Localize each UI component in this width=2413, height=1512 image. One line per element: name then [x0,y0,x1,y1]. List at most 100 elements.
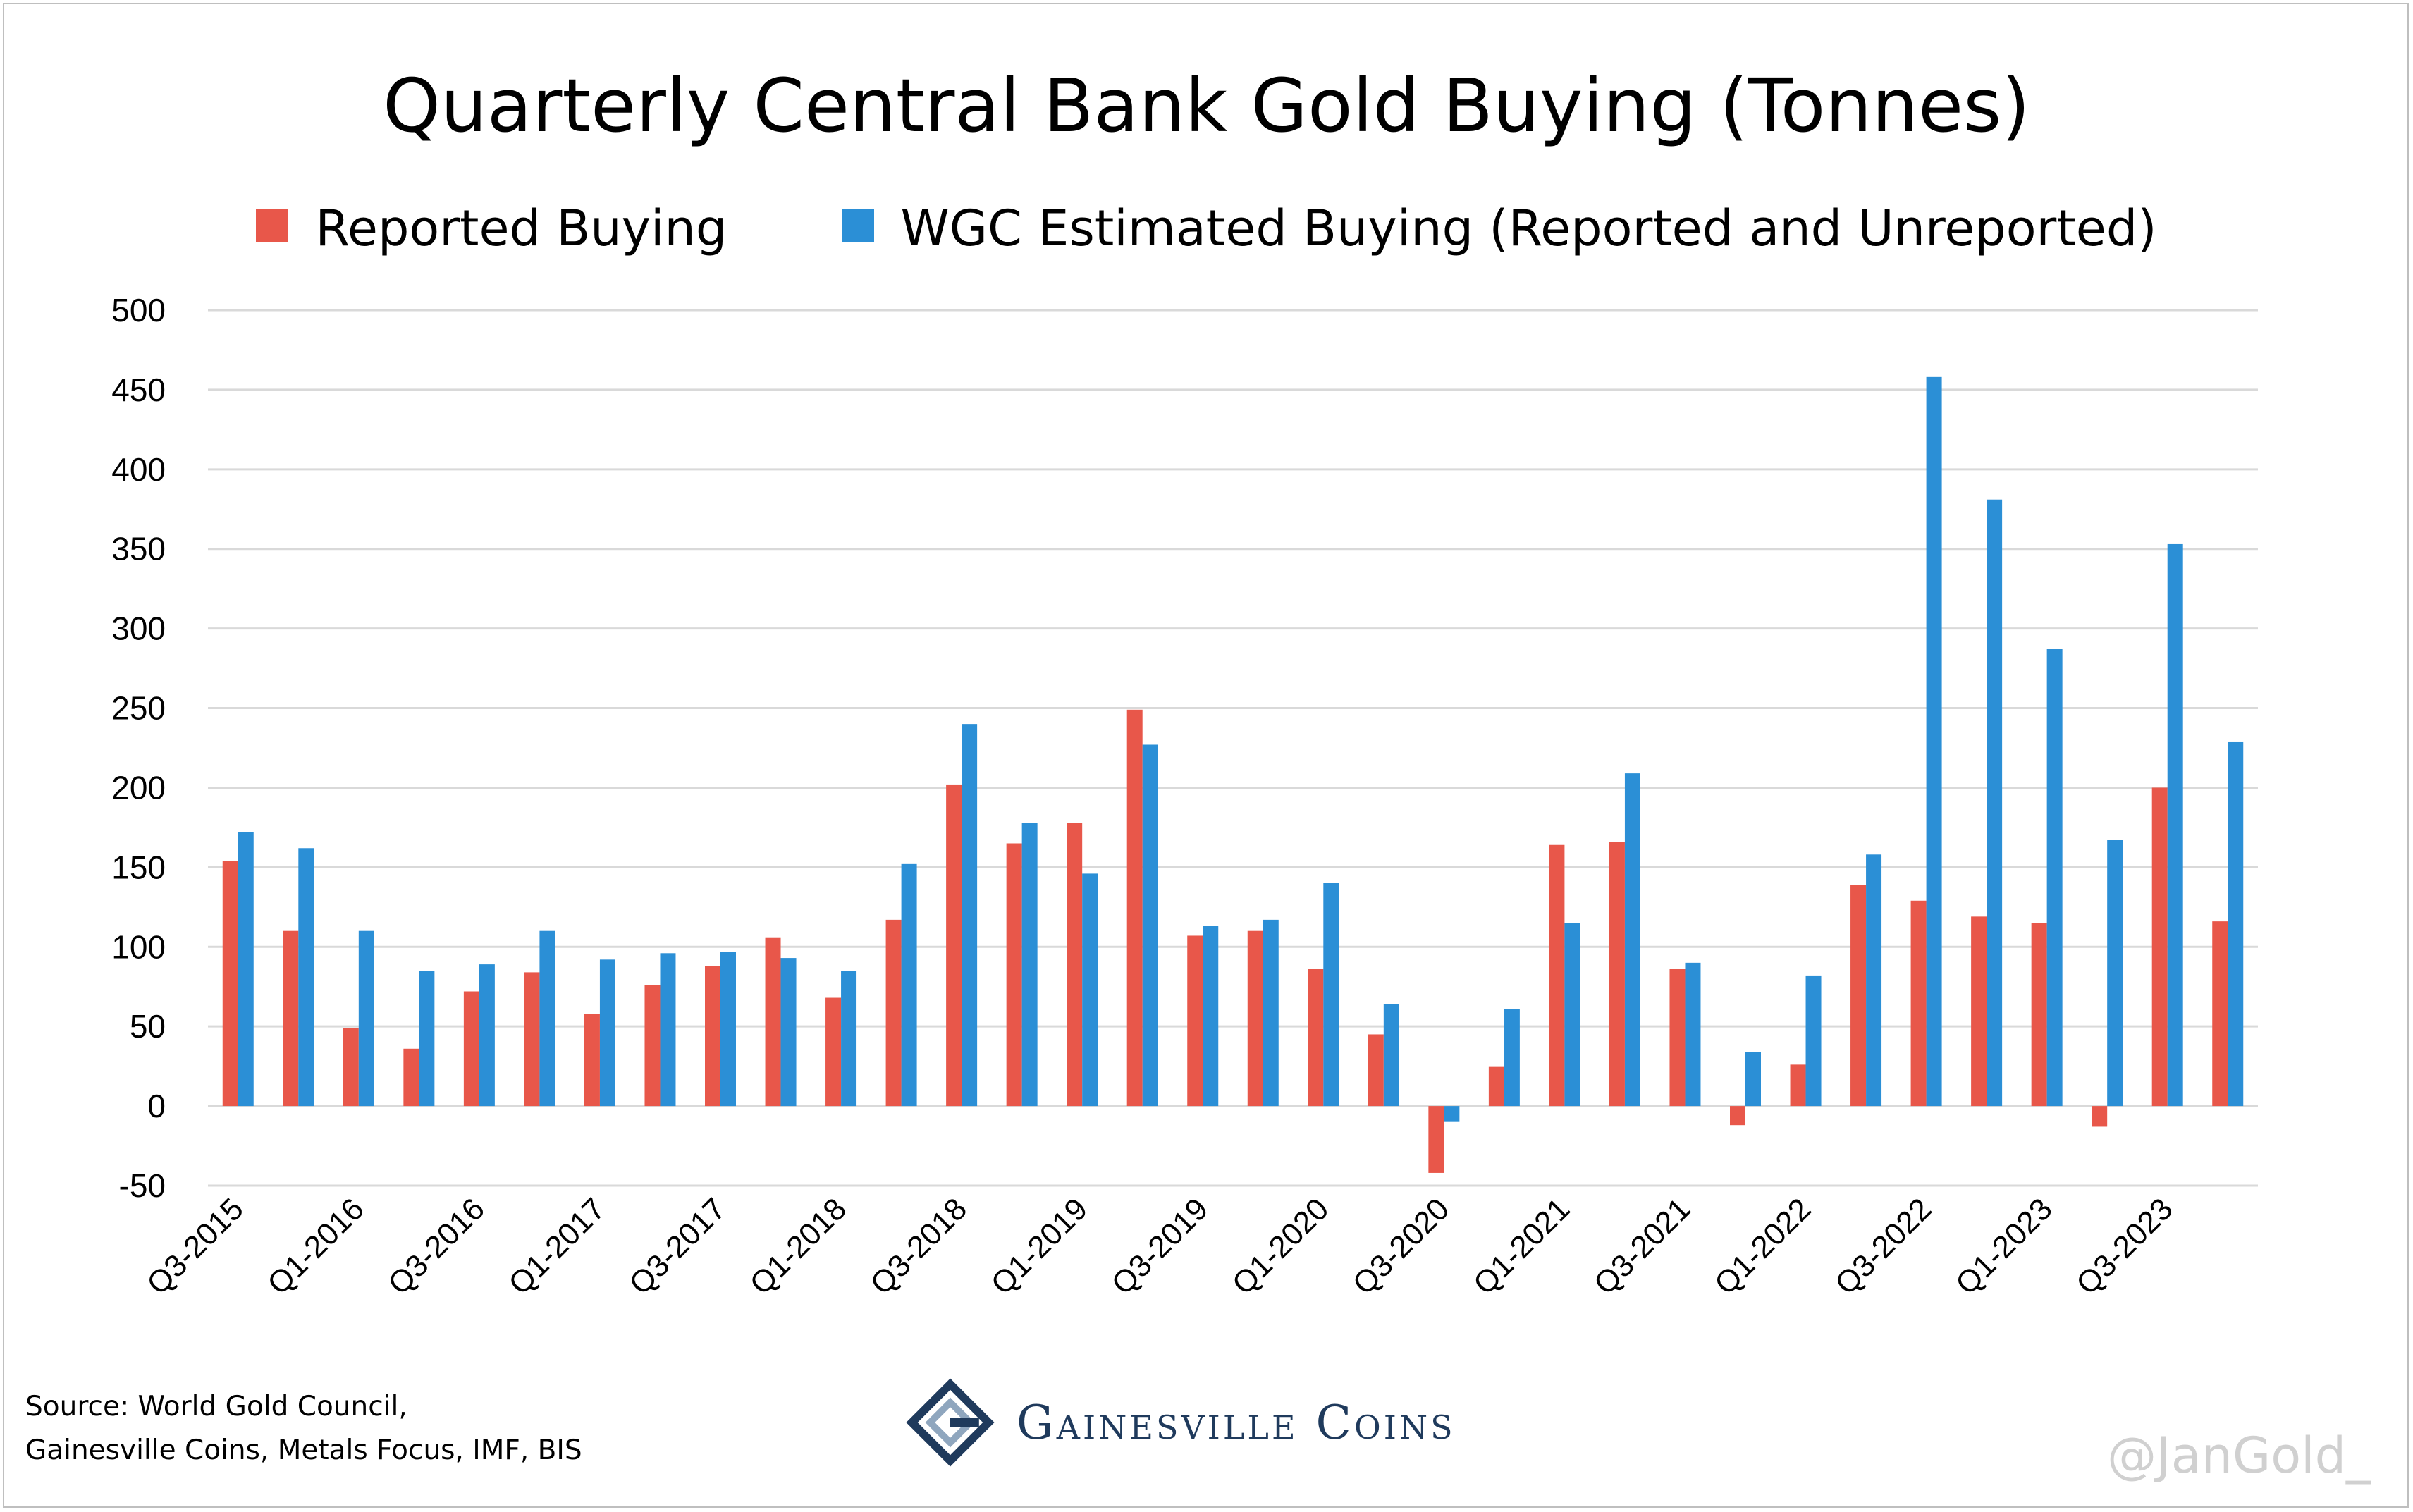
reported-bar-Q2-2020 [1368,1034,1384,1107]
reported-bar-Q3-2023 [2151,787,2168,1107]
reported-bar-Q3-2021 [1669,969,1686,1107]
reported-bar-Q1-2016 [343,1028,359,1107]
x-tick-label: Q3-2019 [1105,1191,1215,1301]
estimated-bar-Q3-2019 [1203,926,1219,1107]
x-tick-label: Q3-2021 [1588,1191,1697,1301]
reported-bar-Q1-2017 [584,1014,600,1107]
x-tick-label: Q3-2022 [1829,1191,1939,1301]
reported-bar-Q3-2016 [463,991,479,1107]
estimated-bar-Q1-2019 [1082,873,1098,1107]
x-tick-label: Q3-2023 [2070,1191,2180,1301]
x-tick-label: Q1-2019 [985,1191,1095,1301]
reported-bar-Q2-2023 [2092,1106,2108,1127]
estimated-bar-Q4-2015 [298,848,314,1107]
estimated-bar-Q4-2020 [1504,1009,1520,1107]
reported-bar-Q2-2017 [644,985,661,1107]
estimated-bar-Q4-2021 [1745,1052,1761,1107]
x-axis-tick-labels: Q3-2015 Q1-2016 Q3-2016 Q1-2017 Q3-2017 Q1-20… [140,1191,2180,1301]
estimated-bar-Q4-2023 [2228,741,2244,1107]
y-tick-label: 350 [111,531,166,567]
estimated-bar-Q2-2019 [1142,744,1158,1107]
source-note: Source: World Gold Council, Gainesville … [25,1385,582,1473]
chart-frame [3,3,2409,1508]
estimated-bar-Q1-2022 [1805,975,1822,1107]
x-tick-label: Q3-2015 [140,1191,250,1301]
brand-block: Gainesville Coins [902,1373,1456,1472]
y-tick-label: 250 [111,690,166,727]
gridlines [208,309,2258,1187]
reported-bar-Q4-2017 [765,937,781,1107]
estimated-bar-Q2-2021 [1624,773,1640,1107]
estimated-bar-Q1-2023 [2046,649,2063,1107]
reported-bar-Q2-2018 [885,919,902,1107]
reported-bar-Q4-2015 [283,930,299,1107]
y-tick-label: 300 [111,610,166,647]
reported-bar-Q3-2018 [946,784,962,1107]
estimated-bar-Q3-2017 [720,952,736,1107]
source-line-1: Source: World Gold Council, [25,1391,407,1422]
reported-bar-Q4-2022 [1971,916,1987,1107]
source-line-2: Gainesville Coins, Metals Focus, IMF, BI… [25,1434,582,1466]
estimated-bar-Q2-2020 [1383,1004,1399,1107]
estimated-bar-Q1-2021 [1564,923,1580,1107]
legend-entry-reported: Reported Buying [256,193,727,260]
reported-bar-Q1-2021 [1549,844,1565,1107]
x-tick-label: Q1-2016 [261,1191,371,1301]
legend-swatch-estimated [841,209,874,242]
estimated-bar-Q3-2023 [2167,543,2183,1107]
x-tick-label: Q3-2017 [622,1191,732,1301]
y-tick-label: 50 [130,1008,166,1045]
reported-bar-Q2-2019 [1126,709,1143,1107]
estimated-bar-Q2-2016 [419,971,435,1107]
estimated-bar-Q4-2022 [1987,499,2003,1107]
reported-bar-Q3-2019 [1187,935,1203,1107]
estimated-bar-Q3-2015 [238,832,254,1107]
chart-legend: Reported Buying WGC Estimated Buying (Re… [0,192,2413,257]
reported-bar-Q3-2015 [222,861,238,1107]
brand-name: Gainesville Coins [1017,1395,1456,1450]
reported-bar-Q2-2022 [1850,885,1867,1107]
estimated-bar-Q3-2021 [1685,962,1701,1107]
estimated-bar-Q1-2018 [841,971,857,1107]
chart-title: Quarterly Central Bank Gold Buying (Tonn… [383,63,2030,149]
estimated-bar-Q2-2023 [2107,840,2123,1107]
estimated-bar-Q1-2020 [1323,883,1339,1107]
reported-bar-Q4-2016 [524,972,540,1107]
estimated-bar-Q3-2018 [962,724,978,1107]
x-tick-label: Q1-2023 [1949,1191,2059,1301]
reported-bar-Q1-2022 [1790,1064,1806,1107]
estimated-bar-Q3-2016 [479,964,495,1107]
x-tick-label: Q1-2017 [502,1191,612,1301]
bars [222,376,2244,1173]
reported-bar-Q3-2017 [705,966,720,1107]
x-tick-label: Q1-2022 [1708,1191,1818,1301]
x-tick-label: Q1-2021 [1467,1191,1577,1301]
reported-bar-Q4-2018 [1006,843,1022,1107]
reported-bar-Q2-2016 [403,1048,419,1107]
x-tick-label: Q3-2016 [381,1191,491,1301]
y-tick-label: 0 [147,1088,166,1124]
legend-entry-estimated: WGC Estimated Buying (Reported and Unrep… [841,193,2157,260]
estimated-bar-Q3-2022 [1926,376,1942,1107]
reported-bar-Q4-2021 [1730,1106,1745,1126]
reported-bar-Q2-2021 [1609,842,1625,1107]
reported-bar-Q1-2019 [1067,823,1083,1107]
x-tick-label: Q1-2018 [743,1191,853,1301]
estimated-bar-Q1-2017 [599,959,615,1107]
reported-bar-Q4-2020 [1488,1066,1504,1107]
watermark: @JanGold_ [2107,1427,2371,1485]
estimated-bar-Q1-2016 [358,930,374,1107]
x-tick-label: Q1-2020 [1226,1191,1336,1301]
y-tick-label: 500 [111,292,166,328]
y-tick-label: 100 [111,928,166,965]
y-tick-label: 150 [111,849,166,885]
legend-swatch-reported [256,209,289,242]
reported-bar-Q1-2020 [1308,969,1324,1107]
estimated-bar-Q2-2022 [1866,854,1882,1107]
estimated-bar-Q4-2018 [1021,823,1038,1107]
estimated-bar-Q2-2017 [660,953,676,1107]
estimated-bar-Q4-2017 [780,958,797,1107]
reported-bar-Q1-2023 [2031,923,2047,1107]
